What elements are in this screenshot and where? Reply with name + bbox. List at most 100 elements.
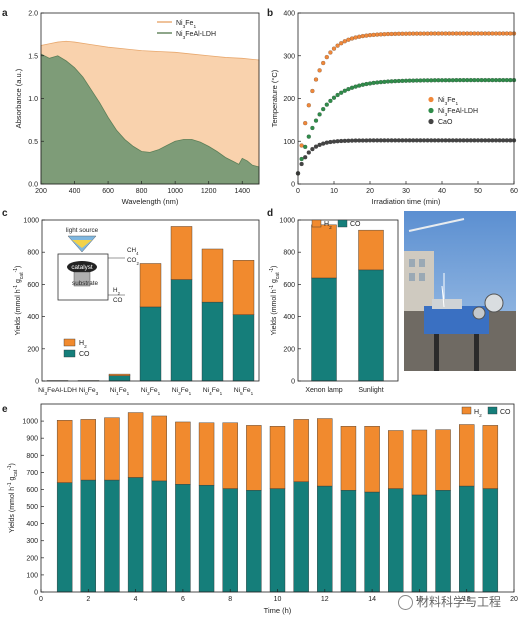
temperature-point bbox=[465, 138, 470, 143]
temperature-point bbox=[490, 31, 495, 36]
temperature-point bbox=[475, 31, 481, 36]
temperature-point bbox=[303, 121, 308, 126]
temperature-point bbox=[450, 31, 455, 36]
panel-d-ytick-label: 200 bbox=[283, 346, 295, 353]
inset-gas-out-1: H2 bbox=[113, 287, 121, 296]
temperature-point bbox=[425, 138, 430, 143]
temperature-point bbox=[321, 141, 326, 146]
panel-e-xtick-label: 6 bbox=[181, 596, 185, 603]
temperature-point bbox=[349, 85, 355, 90]
panel-a-xtick-label: 400 bbox=[69, 188, 81, 195]
temperature-point bbox=[335, 139, 340, 144]
temperature-point bbox=[331, 46, 337, 51]
temperature-point bbox=[393, 31, 398, 36]
panel-c-ytick-label: 0 bbox=[35, 379, 39, 386]
panel-e-xtick-label: 8 bbox=[228, 596, 232, 603]
temperature-point bbox=[468, 31, 473, 36]
temperature-point bbox=[385, 138, 391, 143]
temperature-point bbox=[393, 138, 398, 143]
legend-label: H2 bbox=[474, 409, 482, 419]
panel-c-bar-CO bbox=[170, 279, 193, 382]
temperature-point bbox=[324, 102, 329, 107]
temperature-point bbox=[306, 103, 311, 108]
temperature-point bbox=[349, 138, 355, 143]
legend-label: Ni3Fe1 bbox=[438, 97, 458, 107]
panel-d-ytick-label: 1000 bbox=[279, 218, 295, 225]
temperature-point bbox=[342, 39, 347, 44]
panel-e-bar-H2 bbox=[435, 429, 451, 491]
panel-d-bar-CO bbox=[311, 277, 337, 382]
panel-e-xtick-label: 2 bbox=[86, 596, 90, 603]
temperature-point bbox=[454, 78, 459, 83]
panel-e-ytick-label: 300 bbox=[26, 538, 38, 545]
panel-b-xlabel: Irradiation time (min) bbox=[372, 197, 441, 206]
panel-e-bar-CO bbox=[127, 477, 144, 593]
temperature-point bbox=[432, 78, 437, 83]
panel-e-bar-CO bbox=[246, 490, 262, 593]
temperature-point bbox=[447, 78, 452, 83]
temperature-point bbox=[317, 142, 322, 147]
temperature-point bbox=[375, 80, 380, 85]
panel-e-bar-CO bbox=[482, 488, 499, 593]
panel-c-bar-CO bbox=[139, 306, 162, 382]
temperature-point bbox=[371, 32, 376, 37]
temperature-point bbox=[479, 138, 484, 143]
panel-d-bar-CO bbox=[358, 269, 384, 382]
panel-e-ytick-label: 100 bbox=[26, 572, 38, 579]
temperature-point bbox=[429, 78, 434, 83]
temperature-point bbox=[418, 78, 423, 83]
temperature-point bbox=[324, 140, 329, 145]
panel-d-category: Xenon lamp bbox=[305, 387, 342, 394]
panel-e-ytick-label: 800 bbox=[26, 453, 38, 460]
legend-label: CaO bbox=[438, 119, 453, 126]
legend-swatch bbox=[461, 406, 472, 415]
panel-e-bar-CO bbox=[388, 488, 404, 593]
temperature-point bbox=[321, 107, 326, 112]
panel-c-category: Ni3FeAl-LDH bbox=[38, 387, 77, 396]
watermark: 材料科学与工程 bbox=[398, 593, 501, 611]
panel-c-ytick-label: 400 bbox=[27, 314, 39, 321]
temperature-point bbox=[508, 78, 513, 83]
panel-e-bar-CO bbox=[317, 485, 333, 593]
temperature-point bbox=[493, 78, 499, 83]
panel-c-bar-H2 bbox=[170, 226, 193, 280]
temperature-point bbox=[364, 33, 369, 38]
legend-swatch bbox=[311, 219, 322, 228]
catalyst-disk bbox=[67, 261, 97, 273]
panel-b-xtick-label: 50 bbox=[474, 188, 482, 195]
reactor-box bbox=[57, 253, 109, 301]
panel-e-bar-H2 bbox=[127, 412, 144, 478]
legend-swatch bbox=[428, 96, 434, 103]
temperature-point bbox=[414, 138, 419, 143]
panel-e-bar-CO bbox=[56, 482, 73, 593]
temperature-point bbox=[483, 78, 488, 83]
panel-e-xtick-label: 20 bbox=[510, 596, 518, 603]
temperature-point bbox=[353, 35, 358, 40]
temperature-point bbox=[468, 78, 473, 83]
legend-label: Ni3Fe1 bbox=[176, 20, 196, 30]
temperature-point bbox=[432, 138, 437, 143]
temperature-point bbox=[411, 31, 416, 36]
temperature-point bbox=[367, 138, 373, 143]
panel-e-ytick-label: 700 bbox=[26, 470, 38, 477]
temperature-point bbox=[468, 138, 473, 143]
legend-swatch bbox=[63, 349, 76, 358]
panel-e-bar-CO bbox=[364, 491, 380, 593]
panel-e-bar-H2 bbox=[151, 415, 167, 482]
panel-e-bar-H2 bbox=[482, 425, 499, 489]
panel-e-bar-H2 bbox=[222, 422, 238, 489]
panel-e-bar-H2 bbox=[269, 426, 286, 489]
temperature-point bbox=[414, 78, 419, 83]
temperature-point bbox=[378, 138, 383, 143]
temperature-point bbox=[396, 31, 401, 36]
temperature-point bbox=[382, 79, 387, 84]
panel-e-xtick-label: 4 bbox=[134, 596, 138, 603]
temperature-point bbox=[313, 118, 319, 123]
temperature-point bbox=[324, 55, 329, 60]
temperature-point bbox=[375, 138, 380, 143]
temperature-point bbox=[396, 78, 401, 84]
temperature-point bbox=[371, 138, 376, 143]
temperature-point bbox=[443, 31, 448, 36]
inset-gas-in-2: CO2 bbox=[127, 257, 139, 266]
